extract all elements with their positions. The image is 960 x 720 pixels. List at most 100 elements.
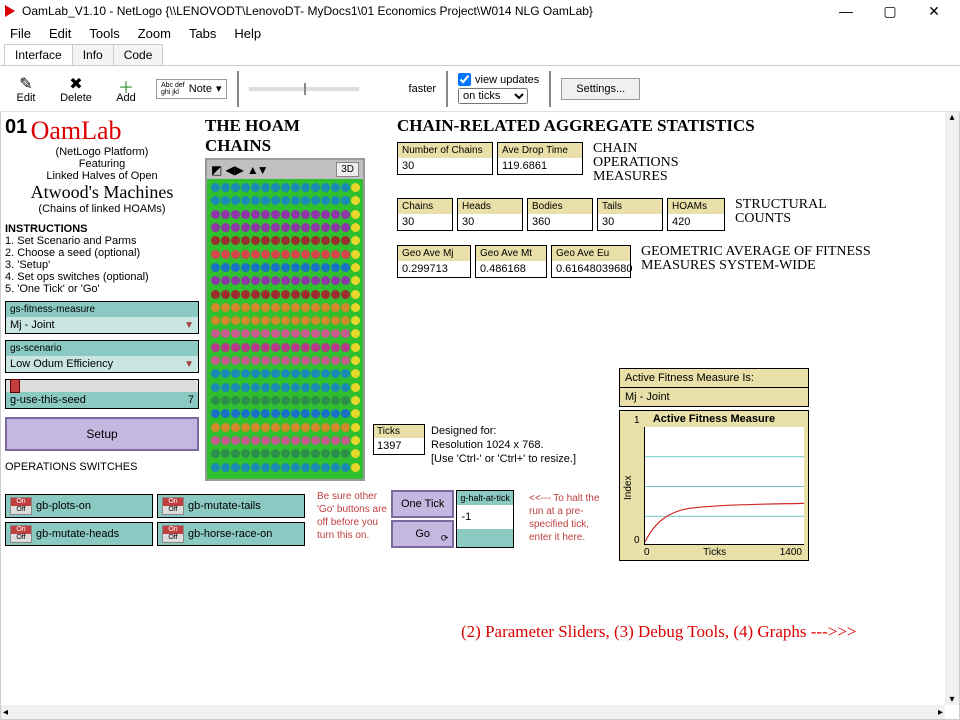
vertical-scrollbar[interactable]: ▴▾: [945, 112, 959, 705]
scroll-down-icon[interactable]: ▾: [949, 694, 954, 705]
stats-panel: CHAIN-RELATED AGGREGATE STATISTICS Numbe…: [397, 116, 871, 278]
minimize-button[interactable]: —: [824, 0, 868, 22]
tab-info[interactable]: Info: [72, 44, 114, 65]
monitor: Heads30: [457, 198, 523, 231]
dropdown-icon: ▼: [184, 320, 194, 331]
dropdown-icon: ▼: [184, 359, 194, 370]
instruction-step: 5. 'One Tick' or 'Go': [5, 283, 199, 295]
monitor: Bodies360: [527, 198, 593, 231]
halt-at-tick-input[interactable]: g-halt-at-tick -1: [456, 490, 514, 548]
scroll-up-icon[interactable]: ▴: [949, 112, 954, 123]
monitor: Tails30: [597, 198, 663, 231]
divider: [549, 71, 551, 107]
speed-slider[interactable]: [249, 87, 359, 91]
monitor: Ave Drop Time119.6861: [497, 142, 583, 175]
menu-edit[interactable]: Edit: [45, 24, 75, 43]
linked-label: Linked Halves of Open: [5, 170, 199, 182]
switch-mutate-tails[interactable]: OnOffgb-mutate-tails: [157, 494, 305, 518]
go-warning-note: Be sure other 'Go' buttons are off befor…: [317, 490, 387, 542]
slider-thumb[interactable]: [10, 379, 20, 393]
world-view-controls: ◩ ◀▶ ▲▼ 3D: [207, 160, 363, 179]
delete-tool-button[interactable]: ✖Delete: [56, 74, 96, 104]
monitor: Geo Ave Mj0.299713: [397, 245, 471, 278]
scenario-chooser[interactable]: gs-scenario Low Odum Efficiency▼: [5, 340, 199, 373]
one-tick-button[interactable]: One Tick: [391, 490, 454, 518]
updown-icon[interactable]: ▲▼: [247, 163, 267, 177]
arrows-icon[interactable]: ◀▶: [225, 163, 243, 177]
instruction-step: 2. Choose a seed (optional): [5, 247, 199, 259]
switch-mutate-heads[interactable]: OnOffgb-mutate-heads: [5, 522, 153, 546]
plot-title: Active Fitness Measure: [620, 411, 808, 427]
plot-ytick: 0: [634, 535, 640, 546]
stats-title: CHAIN-RELATED AGGREGATE STATISTICS: [397, 116, 871, 136]
window-title: OamLab_V1.10 - NetLogo {\\LENOVODT\Lenov…: [22, 4, 824, 18]
model-title: OamLab: [31, 116, 122, 145]
active-fitness-monitor: Active Fitness Measure Is: Mj - Joint: [619, 368, 809, 407]
view-updates-checkbox[interactable]: view updates: [458, 73, 539, 86]
settings-button[interactable]: Settings...: [561, 78, 640, 100]
ticks-monitor: Ticks 1397: [373, 424, 425, 455]
monitor: Number of Chains30: [397, 142, 493, 175]
delete-icon: ✖: [69, 74, 82, 92]
design-note: Designed for:Resolution 1024 x 768.[Use …: [431, 424, 576, 466]
menu-tabs[interactable]: Tabs: [185, 24, 220, 43]
edit-tool-button[interactable]: ✎Edit: [6, 74, 46, 104]
instruction-step: 3. 'Setup': [5, 259, 199, 271]
monitor: HOAMs420: [667, 198, 725, 231]
hoam-title: THE HOAM CHAINS: [205, 116, 365, 156]
tab-interface[interactable]: Interface: [4, 44, 73, 65]
monitor: Geo Ave Eu0.61648039680: [551, 245, 631, 278]
plot-ytick: 1: [634, 415, 640, 426]
add-tool-button[interactable]: ＋Add: [106, 74, 146, 104]
go-button[interactable]: Go⟳: [391, 520, 454, 548]
titlebar: OamLab_V1.10 - NetLogo {\\LENOVODT\Lenov…: [0, 0, 960, 22]
app-logo-icon: [5, 5, 15, 17]
instructions-heading: INSTRUCTIONS: [5, 223, 199, 235]
toggle-icon: OnOff: [162, 497, 184, 515]
pencil-icon: ✎: [19, 74, 32, 92]
toolbar: ✎Edit ✖Delete ＋Add Abc defghi jklNote▾ f…: [0, 66, 960, 112]
update-mode-select[interactable]: on ticks: [458, 88, 528, 104]
toggle-icon: OnOff: [162, 525, 184, 543]
instructions: INSTRUCTIONS 1. Set Scenario and Parms 2…: [5, 223, 199, 295]
toggle-icon: OnOff: [10, 497, 32, 515]
atwoods-label: Atwood's Machines: [5, 182, 199, 203]
interface-panel: 01 OamLab (NetLogo Platform) Featuring L…: [0, 112, 960, 720]
monitor: Geo Ave Mt0.486168: [475, 245, 547, 278]
abc-icon: Abc defghi jkl: [161, 82, 185, 96]
close-button[interactable]: ✕: [912, 0, 956, 22]
note-selector[interactable]: Abc defghi jklNote▾: [156, 79, 227, 99]
maximize-button[interactable]: ▢: [868, 0, 912, 22]
plus-icon: ＋: [118, 74, 134, 92]
menu-help[interactable]: Help: [230, 24, 265, 43]
dropdown-icon: ▾: [216, 82, 222, 95]
monitor: Chains30: [397, 198, 453, 231]
ops-switches-heading: OPERATIONS SWITCHES: [5, 461, 199, 473]
tab-code[interactable]: Code: [113, 44, 164, 65]
setup-button[interactable]: Setup: [5, 417, 199, 451]
faster-label: faster: [409, 83, 437, 95]
seed-slider[interactable]: g-use-this-seed7: [5, 379, 199, 409]
divider: [237, 71, 239, 107]
plot-area: [644, 427, 804, 545]
loop-icon: ⟳: [441, 533, 449, 544]
plot-ylabel: Index: [623, 476, 634, 500]
scroll-left-icon[interactable]: ◂: [1, 707, 10, 718]
scroll-right-icon[interactable]: ▸: [936, 707, 945, 718]
row-label: GEOMETRIC AVERAGE OF FITNESSMEASURES SYS…: [641, 245, 871, 273]
horizontal-scrollbar[interactable]: ◂▸: [1, 705, 945, 719]
menu-zoom[interactable]: Zoom: [134, 24, 175, 43]
menubar: File Edit Tools Zoom Tabs Help: [0, 22, 960, 44]
switch-plots-on[interactable]: OnOffgb-plots-on: [5, 494, 153, 518]
world-view-grid[interactable]: [207, 179, 363, 479]
menu-file[interactable]: File: [6, 24, 35, 43]
instruction-step: 1. Set Scenario and Parms: [5, 235, 199, 247]
shape-icon[interactable]: ◩: [211, 163, 222, 177]
chains-sub-label: (Chains of linked HOAMs): [5, 203, 199, 215]
tabbar: Interface Info Code: [0, 44, 960, 66]
3d-button[interactable]: 3D: [336, 162, 359, 177]
divider: [446, 71, 448, 107]
menu-tools[interactable]: Tools: [85, 24, 123, 43]
switch-horse-race-on[interactable]: OnOffgb-horse-race-on: [157, 522, 305, 546]
fitness-measure-chooser[interactable]: gs-fitness-measure Mj - Joint▼: [5, 301, 199, 334]
